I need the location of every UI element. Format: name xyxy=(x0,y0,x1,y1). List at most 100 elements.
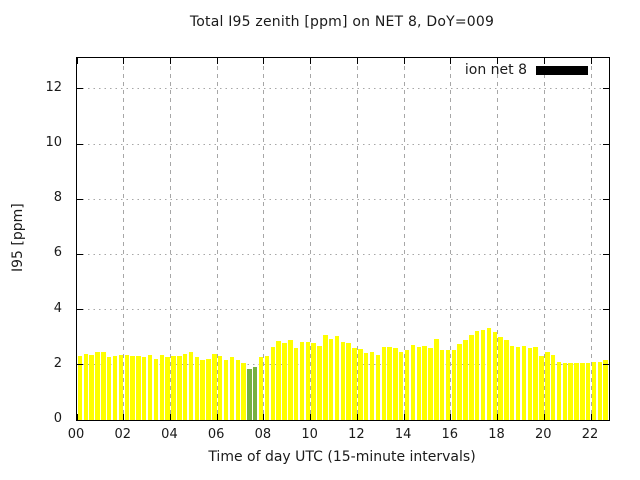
bar xyxy=(504,339,509,420)
x-axis-tick xyxy=(310,58,312,64)
bar xyxy=(527,348,532,420)
x-axis-tick xyxy=(403,58,405,64)
bar xyxy=(276,341,281,420)
x-axis-tick xyxy=(76,58,78,64)
y-axis-tick xyxy=(77,309,83,311)
bar xyxy=(182,353,188,420)
y-gridline xyxy=(77,309,609,311)
bar xyxy=(457,343,462,420)
x-axis-tick xyxy=(123,414,125,420)
x-gridline xyxy=(123,58,125,420)
bar xyxy=(539,356,544,420)
bar xyxy=(597,361,603,420)
y-axis-tick xyxy=(603,364,609,366)
bar xyxy=(147,355,153,420)
y-axis-tick xyxy=(603,88,609,90)
bar xyxy=(428,347,433,420)
x-gridline xyxy=(216,58,218,420)
x-tick-label: 02 xyxy=(114,427,131,442)
bar xyxy=(439,349,445,420)
x-tick-label: 20 xyxy=(535,427,552,442)
bar xyxy=(498,336,503,420)
x-axis-tick xyxy=(543,414,545,420)
bar xyxy=(469,335,474,420)
bar xyxy=(311,342,316,420)
x-gridline xyxy=(403,58,405,420)
x-tick-label: 12 xyxy=(348,427,365,442)
x-axis-tick xyxy=(310,414,312,420)
x-axis-tick xyxy=(403,414,405,420)
y-axis-tick xyxy=(77,253,83,255)
bar xyxy=(375,354,381,420)
bar xyxy=(177,356,182,420)
bar xyxy=(83,353,89,420)
y-gridline xyxy=(77,88,609,90)
bar xyxy=(323,334,328,420)
x-tick-label: 06 xyxy=(207,427,225,442)
bar xyxy=(521,346,527,420)
bar xyxy=(568,362,573,420)
bar xyxy=(550,354,556,420)
bar xyxy=(165,357,170,420)
y-gridline xyxy=(77,253,609,255)
x-tick-label: 18 xyxy=(488,427,505,442)
bar xyxy=(352,347,357,420)
x-axis-tick xyxy=(263,58,265,64)
x-axis-tick xyxy=(497,58,499,64)
bar xyxy=(77,356,83,420)
bar xyxy=(580,362,585,420)
bar xyxy=(270,347,275,420)
bar xyxy=(217,355,223,420)
plot-area: ion net 8 xyxy=(76,57,610,421)
y-axis-title: I95 [ppm] xyxy=(10,203,26,273)
x-tick-label: 10 xyxy=(301,427,318,442)
bar xyxy=(480,329,486,420)
bar xyxy=(434,339,439,420)
x-tick-label: 04 xyxy=(161,427,178,442)
x-axis-tick xyxy=(263,414,265,420)
bar xyxy=(223,360,229,420)
bar xyxy=(95,352,100,420)
x-axis-tick xyxy=(123,58,125,64)
legend-label: ion net 8 xyxy=(464,62,527,78)
bar xyxy=(451,349,457,420)
bar xyxy=(328,338,334,420)
y-tick-label: 2 xyxy=(53,355,62,371)
x-axis-title: Time of day UTC (15-minute intervals) xyxy=(208,449,476,465)
bar xyxy=(603,360,608,420)
y-axis-tick xyxy=(603,419,609,421)
bar-highlight xyxy=(247,369,252,420)
bar xyxy=(358,348,363,420)
x-axis-tick xyxy=(76,414,78,420)
bar xyxy=(282,342,287,420)
y-axis-tick xyxy=(77,364,83,366)
bar xyxy=(235,360,240,420)
bar xyxy=(153,359,159,420)
bar-highlight xyxy=(253,367,258,420)
bar xyxy=(393,347,398,420)
y-tick-label: 6 xyxy=(53,245,62,261)
bar xyxy=(533,347,538,420)
x-axis-tick xyxy=(497,414,499,420)
bar xyxy=(399,352,404,420)
bar xyxy=(463,340,468,420)
bar xyxy=(206,358,211,420)
x-axis-tick xyxy=(356,58,358,64)
legend: ion net 8 xyxy=(465,62,588,78)
y-tick-label: 4 xyxy=(53,300,62,316)
y-axis-tick xyxy=(603,253,609,255)
y-axis-tick xyxy=(603,198,609,200)
y-axis-tick xyxy=(77,88,83,90)
bar xyxy=(305,341,311,420)
bar xyxy=(317,345,322,420)
x-axis-tick xyxy=(450,414,452,420)
bar xyxy=(288,340,293,420)
bar xyxy=(346,342,351,420)
x-axis-tick xyxy=(356,414,358,420)
bar xyxy=(89,354,94,420)
x-gridline xyxy=(169,58,171,420)
x-axis-tick xyxy=(216,58,218,64)
bar xyxy=(112,356,118,420)
bar xyxy=(369,352,375,420)
x-gridline xyxy=(310,58,312,420)
